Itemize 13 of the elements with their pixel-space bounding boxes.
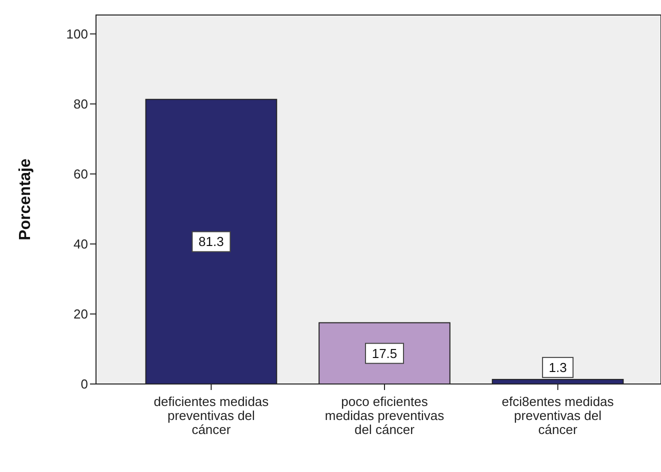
y-tick-label: 0 (80, 376, 88, 392)
x-tick-label: efci8entes medidas preventivas del cáncer (502, 394, 614, 437)
y-tick-label: 40 (74, 236, 88, 252)
x-tick-label: deficientes medidas preventivas del cáncer (154, 394, 270, 437)
y-tick-label: 60 (74, 166, 88, 182)
data-label: 81.3 (198, 234, 224, 250)
data-label: 17.5 (372, 346, 398, 361)
y-tick-label: 20 (74, 306, 88, 322)
x-tick-label: poco eficientes medidas preventivas del cáncer (324, 394, 445, 437)
y-tick-label: 80 (74, 96, 88, 112)
data-label: 1.3 (548, 360, 567, 375)
y-tick-label: 100 (66, 26, 88, 42)
y-axis-title: Porcentaje (17, 158, 34, 240)
